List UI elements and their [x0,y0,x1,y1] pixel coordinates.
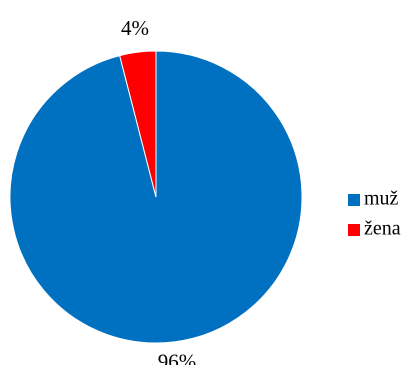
legend-swatch-muz [348,194,360,206]
legend-swatch-zena [348,224,360,236]
data-label-zena: 4% [121,16,149,40]
pie-slices [9,50,303,344]
legend-label-zena: žena [364,218,401,240]
pie-data-labels: 96% 4% [121,16,196,365]
legend-label-muz: muž [364,188,399,210]
pie-slice-zena [119,50,157,198]
legend: muž žena [348,188,401,240]
data-label-muz: 96% [158,349,197,365]
